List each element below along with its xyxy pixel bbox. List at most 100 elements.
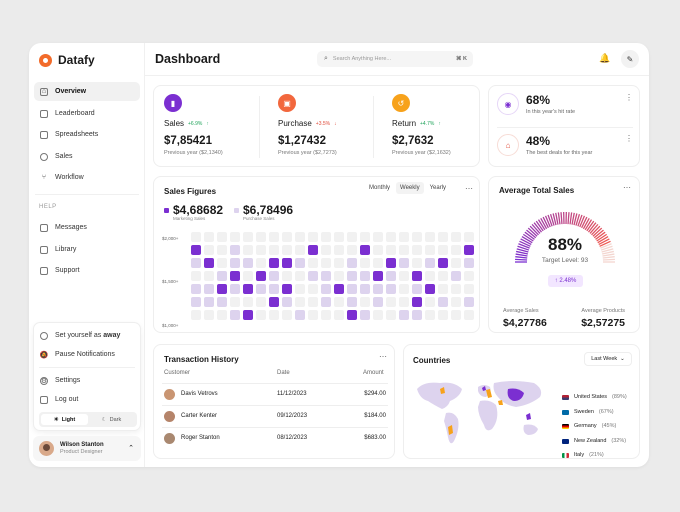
legend-label: Purchase Sales (243, 216, 275, 221)
sidebar-item-library[interactable]: Library (34, 240, 140, 259)
sidebar-item-spreadsheets[interactable]: Spreadsheets (34, 125, 140, 144)
period-dropdown[interactable]: Last Week ⌄ (584, 352, 632, 366)
bell-off-icon: 🔕 (39, 351, 49, 359)
heatmap-cell (412, 310, 422, 320)
stat-return: ↺ Return +4.7% ↑ $2,7632 Previous year ($2… (392, 94, 451, 156)
heatmap-cell (360, 232, 370, 242)
library-icon (40, 245, 48, 254)
arrow-up-icon: ↑ (206, 120, 209, 127)
chevron-up-icon[interactable]: ⌃ (128, 445, 134, 452)
country-row-italy: Italy (21%) (562, 452, 604, 458)
table-row[interactable]: Carter Kenter 09/12/2023 $184.00 (162, 405, 388, 427)
tab-monthly[interactable]: Monthly (369, 185, 391, 191)
table-row[interactable]: Roger Stanton 08/12/2023 $683.00 (162, 427, 388, 449)
heatmap-cell (451, 271, 461, 281)
gauge-tick (602, 253, 615, 257)
gauge-tick (519, 240, 531, 247)
dropdown-value: Last Week (591, 356, 618, 362)
gauge-tick (515, 253, 528, 257)
stat-value: $7,85421 (164, 135, 212, 147)
chevron-down-icon: ⌄ (620, 356, 625, 362)
heatmap-cell (191, 258, 201, 268)
gauge-tick (520, 238, 532, 246)
more-horizontal-icon[interactable]: ⋯ (379, 352, 387, 361)
heatmap-cell (282, 232, 292, 242)
more-horizontal-icon[interactable]: ⋯ (465, 184, 473, 193)
heatmap-cell (204, 284, 214, 294)
sidebar-divider (35, 194, 139, 195)
heatmap-cell (451, 310, 461, 320)
set-away-item[interactable]: Set yourself as away (34, 326, 140, 345)
sidebar-item-leaderboard[interactable]: Leaderboard (34, 104, 140, 123)
heatmap-cell (191, 284, 201, 294)
heatmap-cell (230, 232, 240, 242)
datafy-logo-icon (39, 53, 52, 67)
heatmap-cell (386, 271, 396, 281)
theme-light-button[interactable]: ☀ Light (41, 414, 88, 425)
sidebar-item-overview[interactable]: ⌂ Overview (34, 82, 140, 101)
heatmap-cell (269, 310, 279, 320)
heatmap-cell (399, 297, 409, 307)
theme-dark-button[interactable]: ☾ Dark (88, 414, 135, 425)
more-horizontal-icon[interactable]: ⋯ (623, 183, 631, 192)
heatmap-cell (217, 258, 227, 268)
search-input[interactable]: ⌕ Search Anything Here... ⌘ K (317, 51, 473, 67)
heatmap-cell (256, 258, 266, 268)
country-name: Sweden (574, 409, 594, 415)
heatmap-cell (230, 284, 240, 294)
heatmap-cell (295, 258, 305, 268)
home-icon: ⌂ (40, 87, 48, 96)
heatmap-cell (321, 245, 331, 255)
country-name: United States (574, 394, 608, 400)
gauge-tick (540, 217, 548, 230)
sidebar-item-workflow[interactable]: ⑂ Workflow (34, 168, 140, 187)
logout-item[interactable]: Log out (34, 390, 140, 409)
heatmap-cell (269, 284, 279, 294)
sidebar-item-support[interactable]: Support (34, 261, 140, 280)
gauge-tick (595, 231, 606, 240)
heatmap-cell (269, 258, 279, 268)
heatmap-cell (217, 245, 227, 255)
y-tick: $1,500+ (162, 279, 179, 284)
country-row-germany: Germany (45%) (562, 423, 616, 429)
edit-icon[interactable]: ✎ (621, 50, 639, 68)
stat-prev: Previous year ($2,1340) (164, 150, 223, 156)
sales-icon: ▮ (164, 94, 182, 112)
heatmap-cell (399, 245, 409, 255)
brand[interactable]: Datafy (39, 53, 95, 67)
heatmap-cell (334, 284, 344, 294)
stat-purchase: ▣ Purchase +3.5% ↓ $1,27432 Previous year … (278, 94, 337, 156)
heatmap-cell (256, 232, 266, 242)
theme-light-label: Light (61, 416, 76, 423)
stat-value: $2,7632 (392, 135, 434, 147)
heatmap-cell (425, 310, 435, 320)
more-icon[interactable]: ⋮ (625, 134, 633, 143)
tab-weekly[interactable]: Weekly (396, 182, 424, 194)
heatmap-cell (399, 271, 409, 281)
gauge-tick (577, 214, 583, 227)
legend-swatch (164, 207, 169, 213)
heatmap-cell (295, 271, 305, 281)
settings-item[interactable]: ⚙ Settings (34, 371, 140, 390)
pause-notifications-item[interactable]: 🔕 Pause Notifications (34, 345, 140, 364)
world-map (417, 381, 542, 444)
gauge-tick (600, 245, 613, 251)
heatmap-cell (256, 271, 266, 281)
heatmap-cell (386, 258, 396, 268)
heatmap-cell (347, 232, 357, 242)
countries-title: Countries (413, 356, 451, 365)
tab-yearly[interactable]: Yearly (429, 185, 447, 191)
country-pct: (32%) (611, 438, 627, 444)
countries-card: Countries Last Week ⌄ United States (89%… (403, 344, 640, 459)
sidebar-item-sales[interactable]: Sales (34, 147, 140, 166)
bell-icon[interactable]: 🔔 (599, 53, 611, 63)
heatmap-cell (373, 258, 383, 268)
help-section-label: HELP (39, 204, 57, 210)
table-row[interactable]: Davis Vetrovs 11/12/2023 $294.00 (162, 383, 388, 405)
heatmap-cell (230, 258, 240, 268)
user-profile[interactable]: Wilson Stanton Product Designer ⌃ (33, 436, 141, 461)
sidebar-item-messages[interactable]: Messages (34, 218, 140, 237)
more-icon[interactable]: ⋮ (625, 93, 633, 102)
gauge-tick (537, 219, 546, 231)
heatmap-cell (347, 271, 357, 281)
